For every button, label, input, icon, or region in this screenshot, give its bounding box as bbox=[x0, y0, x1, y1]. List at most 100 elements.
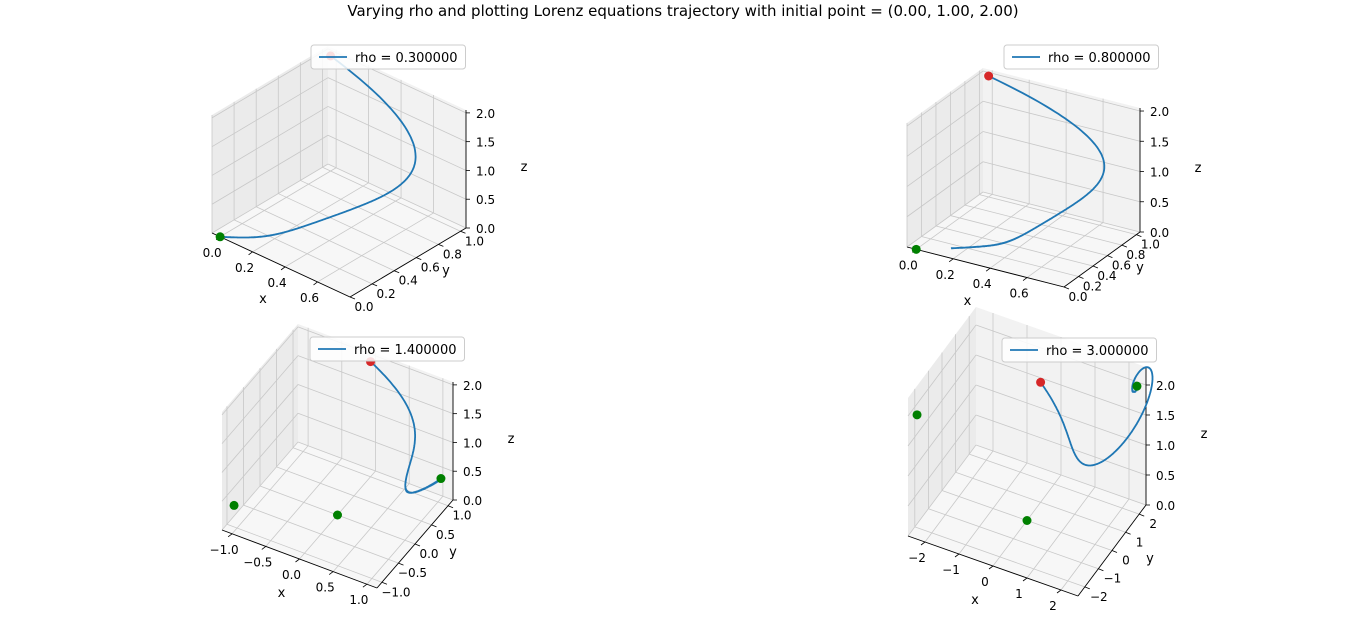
y-tick-label: −1.0 bbox=[381, 585, 410, 599]
y-tick bbox=[1111, 550, 1118, 553]
z-tick-label: 0.5 bbox=[1150, 196, 1169, 210]
grid-line bbox=[906, 131, 984, 187]
z-tick-label: 1.0 bbox=[476, 164, 495, 178]
grid-line bbox=[327, 163, 467, 229]
x-tick-label: −1.0 bbox=[210, 543, 239, 557]
grid-line bbox=[219, 167, 337, 238]
y-tick bbox=[1121, 244, 1128, 248]
z-tick-label: 0.5 bbox=[463, 465, 482, 479]
z-tick-label: 0.5 bbox=[1156, 469, 1175, 483]
grid-line bbox=[907, 414, 977, 507]
y-tick bbox=[431, 524, 437, 528]
grid-line bbox=[964, 204, 1123, 246]
grid-line bbox=[907, 444, 977, 537]
grid-line bbox=[297, 355, 454, 415]
pane-right bbox=[983, 68, 1140, 232]
grid-line bbox=[327, 106, 467, 171]
x-tick bbox=[280, 266, 286, 271]
x-tick bbox=[313, 281, 318, 286]
x-tick-label: 1 bbox=[1015, 587, 1023, 601]
grid-line bbox=[982, 161, 1141, 203]
grid-line bbox=[211, 48, 329, 119]
y-tick-label: 0.2 bbox=[1083, 280, 1102, 294]
x-tick-label: 0.5 bbox=[316, 581, 335, 595]
x-tick-label: 0.2 bbox=[235, 261, 254, 275]
x-tick bbox=[920, 541, 926, 546]
x-tick bbox=[328, 571, 334, 575]
legend-box bbox=[309, 336, 465, 362]
z-tick-label: 1.5 bbox=[1150, 135, 1169, 149]
x-tick bbox=[985, 267, 991, 272]
grid-line bbox=[226, 523, 383, 583]
legend-box bbox=[1003, 44, 1159, 70]
y-tick bbox=[1125, 531, 1131, 535]
x-tick-label: 0 bbox=[981, 575, 989, 589]
y-tick-label: −0.5 bbox=[398, 566, 427, 580]
grid-line bbox=[982, 131, 1141, 172]
legend: rho = 1.400000 bbox=[309, 336, 465, 362]
grid-line bbox=[284, 197, 402, 268]
grid-line bbox=[921, 236, 1079, 277]
legend: rho = 0.300000 bbox=[310, 44, 466, 70]
y-tick-label: −2 bbox=[1090, 590, 1108, 604]
y-tick bbox=[1063, 286, 1070, 290]
grid-line bbox=[989, 212, 1067, 269]
y-axis-label: y bbox=[1136, 261, 1144, 276]
z-tick-label: 0.0 bbox=[1150, 226, 1169, 240]
x-tick-label: 0.2 bbox=[936, 268, 955, 282]
subplot-2: 0.00.20.40.6 0.00.20.40.60.81.00.00.51.01… bbox=[899, 44, 1202, 309]
grid-line bbox=[300, 180, 439, 245]
grid-line bbox=[982, 70, 1141, 112]
y-tick-label: 0.8 bbox=[1126, 248, 1145, 262]
y-tick bbox=[1139, 513, 1145, 517]
y-tick-label: 0.0 bbox=[1068, 290, 1087, 304]
z-tick-label: 0.0 bbox=[1156, 499, 1175, 513]
x-axis-line bbox=[906, 246, 1065, 288]
y-tick bbox=[1098, 568, 1104, 572]
y-tick-label: 0.6 bbox=[1112, 259, 1131, 273]
fixed-point-marker bbox=[333, 510, 342, 520]
grid-line bbox=[317, 212, 434, 283]
figure-title: Varying rho and plotting Lorenz equation… bbox=[347, 2, 1018, 20]
grid-line bbox=[221, 384, 299, 473]
grid-line bbox=[276, 466, 432, 526]
fixed-point-marker bbox=[1132, 381, 1142, 391]
y-tick bbox=[381, 581, 388, 585]
grid-line bbox=[252, 182, 369, 253]
grid-line bbox=[221, 441, 299, 531]
x-tick bbox=[295, 558, 300, 563]
y-tick-label: 0.2 bbox=[377, 287, 396, 301]
y-tick bbox=[371, 283, 378, 287]
grid-line bbox=[211, 163, 329, 234]
legend-label: rho = 3.000000 bbox=[1046, 344, 1149, 359]
legend-label: rho = 1.400000 bbox=[354, 343, 457, 358]
z-tick-label: 1.5 bbox=[476, 136, 495, 150]
z-axis-label: z bbox=[521, 160, 528, 175]
grid-line bbox=[278, 193, 417, 258]
x-tick-label: 0.0 bbox=[899, 258, 918, 272]
y-axis-label: y bbox=[449, 545, 457, 560]
grid-line bbox=[975, 354, 1147, 416]
trajectory-line bbox=[1039, 366, 1154, 467]
y-tick-label: 1.0 bbox=[465, 234, 484, 248]
y-tick bbox=[394, 270, 400, 274]
grid-line bbox=[914, 526, 1085, 588]
grid-line bbox=[221, 355, 299, 444]
y-tick bbox=[349, 296, 356, 300]
x-axis-label: x bbox=[278, 586, 286, 601]
y-tick bbox=[447, 505, 454, 509]
z-tick-label: 2.0 bbox=[1150, 105, 1169, 119]
pane-left bbox=[212, 46, 328, 233]
pane-right bbox=[328, 46, 466, 228]
grid-line bbox=[928, 508, 1099, 570]
grid-line bbox=[327, 134, 467, 200]
x-tick-label: 1.0 bbox=[349, 593, 368, 607]
grid-line bbox=[233, 219, 373, 285]
legend-box bbox=[1001, 337, 1157, 363]
grid-line bbox=[975, 414, 1147, 476]
grid-line bbox=[907, 384, 977, 477]
fixed-point-marker bbox=[215, 232, 225, 242]
z-axis-label: z bbox=[1201, 427, 1208, 442]
grid-line bbox=[982, 100, 1141, 142]
